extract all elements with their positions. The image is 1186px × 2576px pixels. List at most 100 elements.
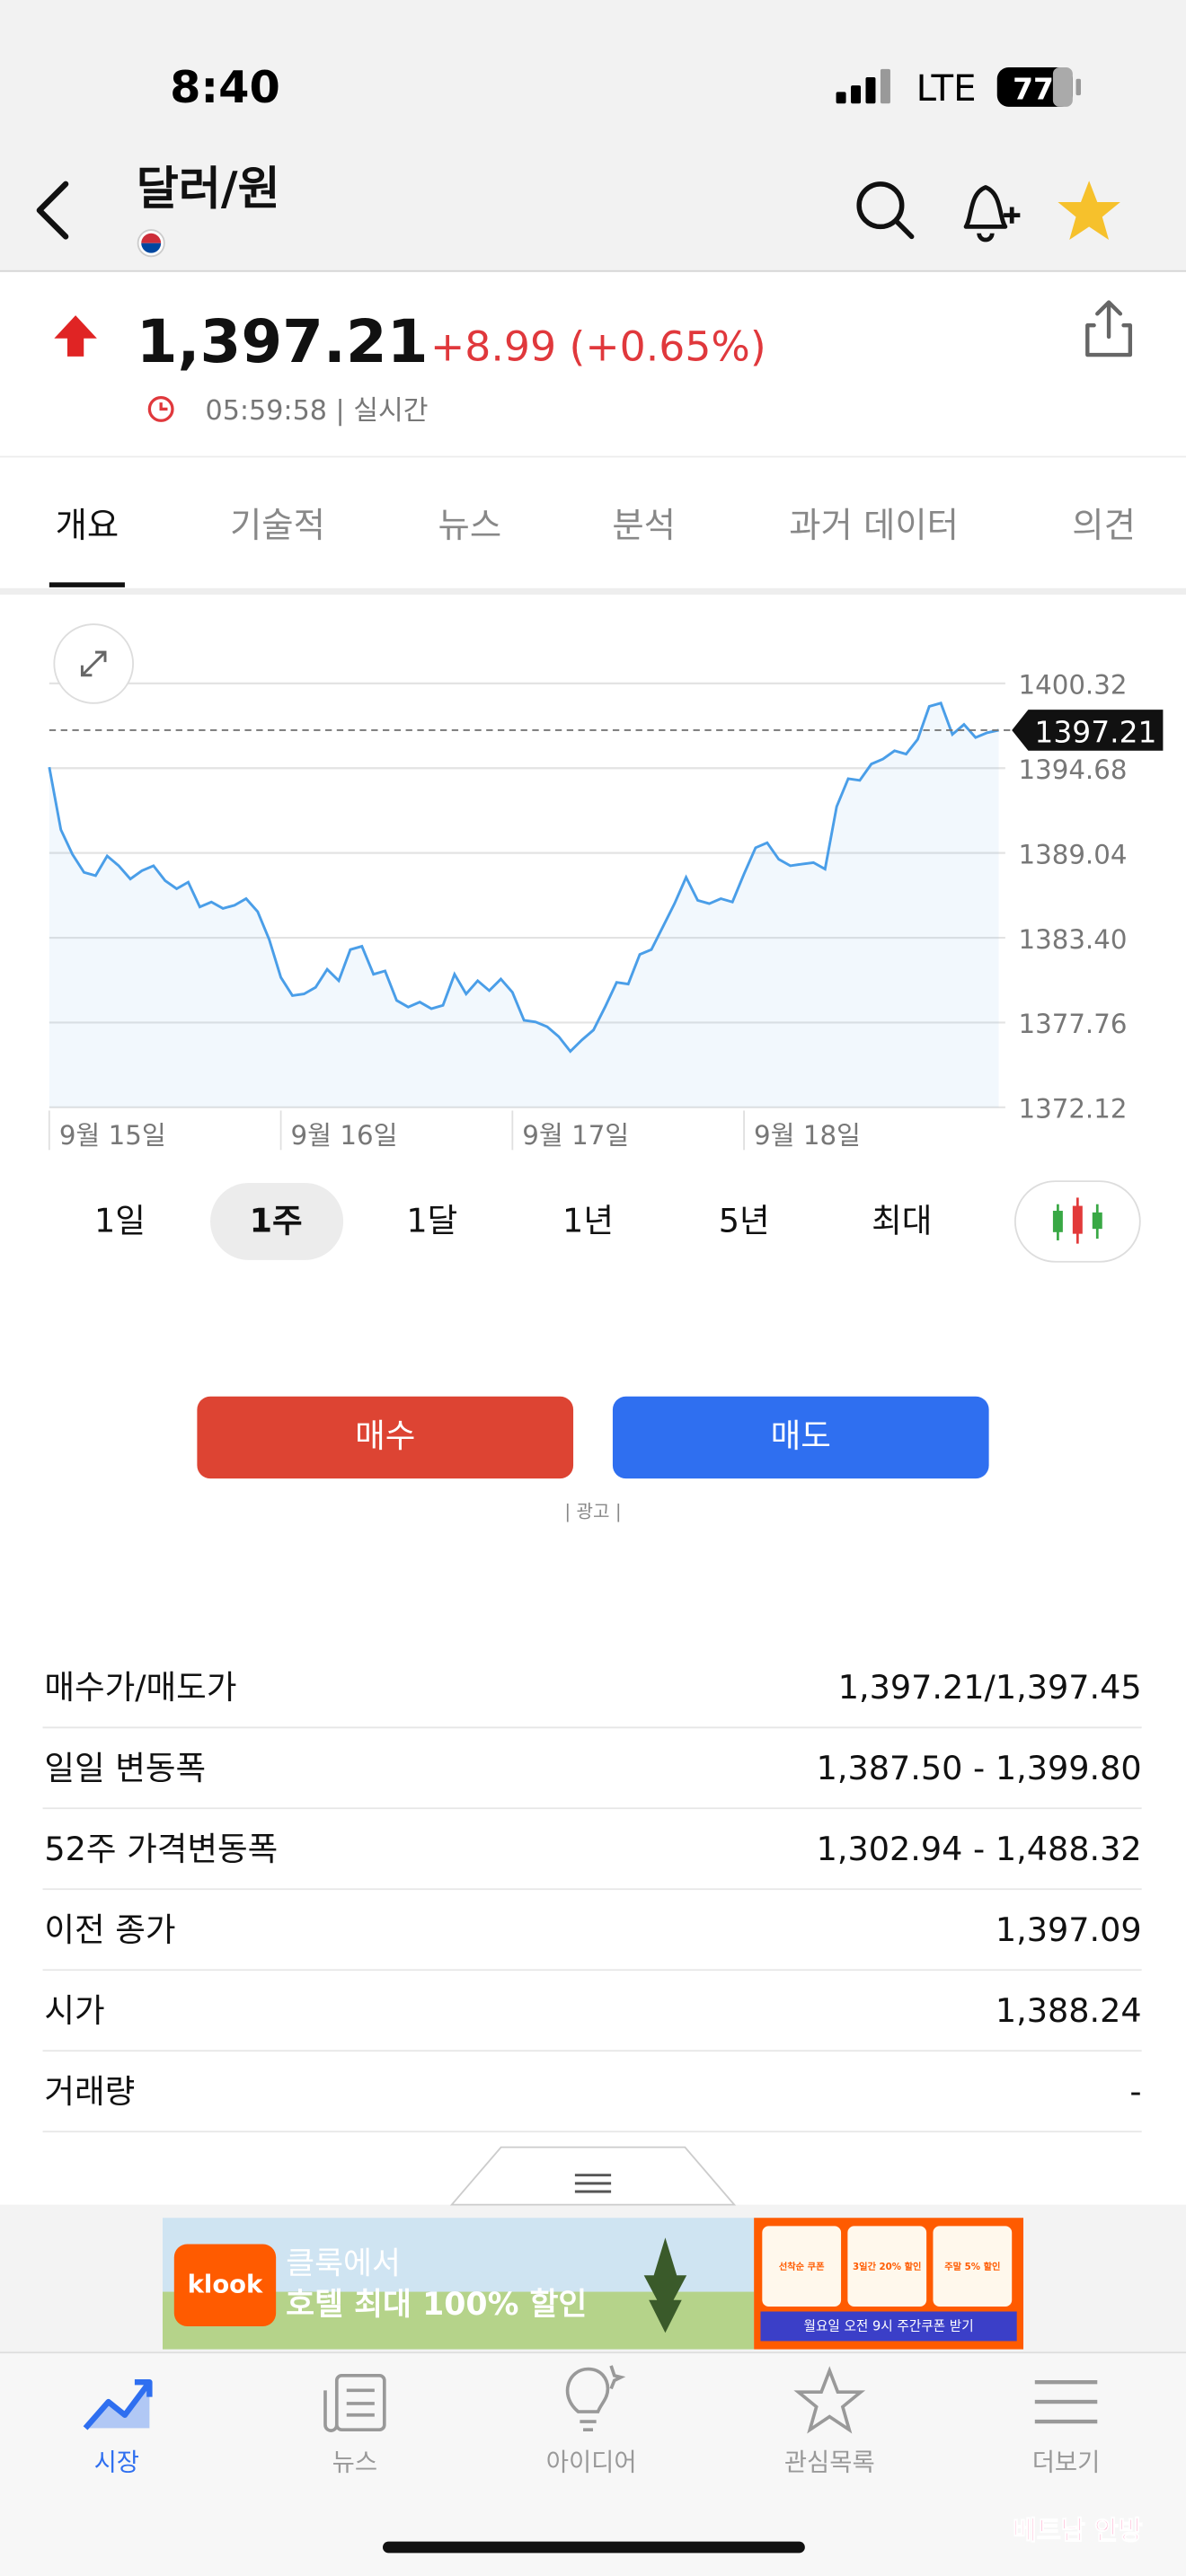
stat-label: 거래량: [44, 2072, 135, 2111]
nav-more-icon: [1034, 2379, 1098, 2424]
buy-button[interactable]: [197, 1396, 574, 1479]
ad-footer: 월요일 오전 9시 주간쿠폰 받기: [804, 2318, 974, 2333]
nav-item[interactable]: 시장: [94, 2448, 139, 2476]
price-change: +8.99 (+0.65%): [430, 322, 766, 370]
tab[interactable]: 뉴스: [438, 506, 502, 546]
stat-label: 52주 가격변동폭: [44, 1830, 278, 1868]
ad-footer-bg: [760, 2311, 1017, 2342]
stat-label: 매수가/매도가: [44, 1668, 236, 1707]
back-button[interactable]: [36, 181, 69, 240]
expand-button[interactable]: [53, 623, 135, 704]
tab[interactable]: 의견: [1072, 506, 1136, 546]
period-option[interactable]: 1일: [94, 1202, 146, 1240]
period-option[interactable]: 1달: [406, 1202, 457, 1240]
stat-value: 1,302.94 - 1,488.32: [817, 1830, 1142, 1868]
tab[interactable]: 기술적: [230, 506, 325, 546]
nav-news-icon: [323, 2374, 386, 2432]
sell-label: 매도: [771, 1416, 831, 1455]
current-value-box: [1012, 710, 1164, 751]
status-time: 8:40: [170, 61, 280, 113]
period-option[interactable]: 1년: [562, 1202, 614, 1240]
nav-item[interactable]: 관심목록: [784, 2448, 875, 2476]
x-tick-label: 9월 15일: [59, 1120, 166, 1151]
battery-empty: [1052, 66, 1073, 107]
x-tick-label: 9월 17일: [522, 1120, 629, 1151]
stat-value: 1,388.24: [996, 1991, 1142, 2030]
battery-level: 77: [1013, 71, 1054, 106]
quote-time: 05:59:58 | 실시간: [206, 395, 429, 427]
nav-ideas-icon: [565, 2365, 626, 2432]
ad-coupon: [933, 2226, 1013, 2307]
ad-tree: [643, 2237, 687, 2333]
chart: 1372.12 1377.76 1383.40 1389.04 1394.68 1400.…: [48, 670, 1164, 1151]
clock-icon: [147, 395, 174, 422]
area-fill: [49, 702, 999, 1107]
signal-icon: [836, 68, 890, 104]
period-selected-bg: [210, 1182, 344, 1260]
nav-bg: [0, 2352, 1186, 2576]
search-button[interactable]: [856, 181, 915, 240]
sell-button[interactable]: [612, 1396, 989, 1479]
period-selector: 1일 1주 1달 1년 5년 최대: [94, 1202, 932, 1240]
buy-label: 매수: [355, 1416, 415, 1455]
ad-coupons: 선착순 쿠폰 3일간 20% 할인 주말 5% 할인: [762, 2226, 1013, 2307]
y-tick-label: 1372.12: [1019, 1094, 1128, 1125]
period-option[interactable]: 5년: [719, 1202, 770, 1240]
chart-type-button[interactable]: [1013, 1180, 1141, 1263]
nav-item[interactable]: 뉴스: [332, 2448, 377, 2476]
price: 1,397.21: [137, 307, 429, 376]
handle-lines: [574, 2174, 612, 2193]
stat-label: 시가: [44, 1991, 104, 2030]
tab-shadow: [0, 587, 1186, 595]
nav-market-icon: [83, 2378, 153, 2430]
up-arrow: [54, 315, 97, 357]
favorite-button[interactable]: [1058, 181, 1120, 241]
nav-watchlist-icon: [793, 2366, 866, 2434]
tab[interactable]: 과거 데이터: [789, 506, 959, 546]
ad-coupon-text: 3일간 20% 할인: [853, 2261, 921, 2272]
stat-label: 일일 변동폭: [44, 1749, 206, 1787]
ad-coupon: [762, 2226, 842, 2307]
ad-label: | 광고 |: [564, 1501, 621, 1522]
ad-coupon-text: 주말 5% 할인: [944, 2261, 1000, 2272]
period-option[interactable]: 1주: [250, 1202, 303, 1240]
home-indicator: [382, 2541, 805, 2554]
y-tick-label: 1389.04: [1019, 839, 1128, 869]
x-tick-label: 9월 16일: [291, 1120, 398, 1151]
header-bg: [0, 0, 1186, 271]
period-option[interactable]: 최대: [872, 1202, 932, 1240]
ad-logo: [173, 2244, 277, 2326]
battery-cap: [1075, 78, 1081, 96]
ad-line2: 호텔 최대 100% 할인: [286, 2287, 587, 2323]
y-tick-label: 1377.76: [1019, 1009, 1128, 1039]
ad-coupon: [847, 2226, 927, 2307]
page-title: 달러/원: [137, 162, 280, 216]
price-line: [48, 701, 999, 1054]
watermark: 베트남 안방: [1013, 2515, 1143, 2545]
current-value-label: 1397.21: [1034, 714, 1156, 749]
network-label: LTE: [916, 68, 977, 110]
nav-item[interactable]: 아이디어: [546, 2448, 637, 2476]
share-button[interactable]: [1085, 300, 1133, 357]
nav-item[interactable]: 더보기: [1032, 2448, 1101, 2476]
tab[interactable]: 분석: [612, 506, 676, 546]
ad-brand: klook: [188, 2272, 263, 2299]
tab-bar: 개요 기술적 뉴스 분석 과거 데이터 의견: [56, 506, 1136, 546]
alert-button[interactable]: [963, 185, 1021, 243]
nav-market-fill: [85, 2382, 150, 2429]
ad-coupon-text: 선착순 쿠폰: [779, 2261, 825, 2272]
flag-icon: [137, 229, 165, 258]
ad-line1: 클룩에서: [286, 2245, 401, 2281]
y-tick-label: 1383.40: [1019, 924, 1128, 955]
y-tick-label: 1394.68: [1019, 754, 1128, 785]
tab[interactable]: 개요: [56, 506, 119, 546]
stat-value: 1,387.50 - 1,399.80: [817, 1749, 1142, 1787]
stat-value: 1,397.09: [996, 1910, 1142, 1949]
y-tick-label: 1400.32: [1019, 670, 1128, 701]
nav-bar: 시장 뉴스 아이디어 관심목록 더보기: [94, 2448, 1101, 2476]
x-tick-label: 9월 18일: [754, 1120, 861, 1151]
stats-table: 매수가/매도가 1,397.21/1,397.45 일일 변동폭 1,387.50 -…: [42, 1668, 1142, 2133]
